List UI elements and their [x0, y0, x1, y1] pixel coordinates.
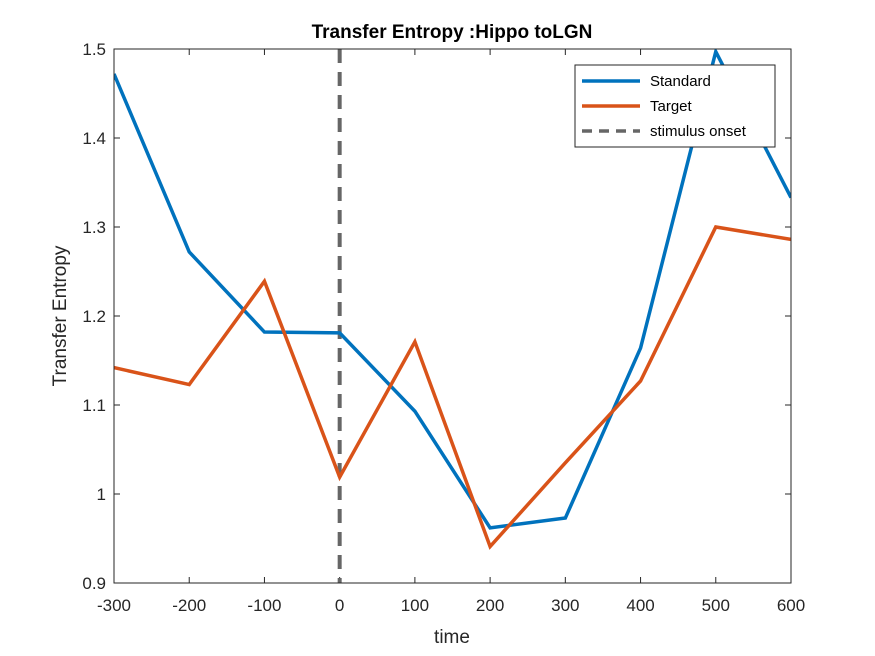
x-tick-label: 200: [476, 596, 504, 615]
x-tick-label: -200: [172, 596, 206, 615]
y-tick-label: 1.4: [82, 129, 106, 148]
x-tick-label: 300: [551, 596, 579, 615]
y-axis-label: Transfer Entropy: [50, 245, 71, 386]
y-axis: 0.9 1 1.1 1.2 1.3 1.4 1.5: [82, 40, 791, 593]
x-tick-label: 400: [626, 596, 654, 615]
plot-frame: [113, 48, 792, 584]
x-tick-label: 100: [401, 596, 429, 615]
x-axis: -300 -200 -100 0 100 200 300 400 500 600: [97, 49, 805, 615]
chart-title: Transfer Entropy :Hippo toLGN: [312, 22, 593, 43]
y-tick-label: 1: [97, 485, 106, 504]
x-axis-label: time: [434, 627, 470, 648]
y-tick-label: 0.9: [82, 574, 106, 593]
legend: Standard Target stimulus onset: [574, 64, 776, 148]
legend-label: Target: [650, 98, 693, 115]
plot-area: [114, 49, 791, 583]
series-line-standard: [114, 49, 791, 530]
x-tick-label: 600: [777, 596, 805, 615]
y-tick-label: 1.2: [82, 307, 106, 326]
x-tick-label: -100: [247, 596, 281, 615]
series-line-target: [114, 225, 791, 550]
y-tick-label: 1.5: [82, 40, 106, 59]
y-tick-label: 1.1: [82, 396, 106, 415]
x-tick-label: -300: [97, 596, 131, 615]
x-tick-label: 500: [702, 596, 730, 615]
x-tick-label: 0: [335, 596, 344, 615]
legend-label: Standard: [650, 73, 711, 90]
legend-label: stimulus onset: [650, 123, 747, 140]
y-tick-label: 1.3: [82, 218, 106, 237]
